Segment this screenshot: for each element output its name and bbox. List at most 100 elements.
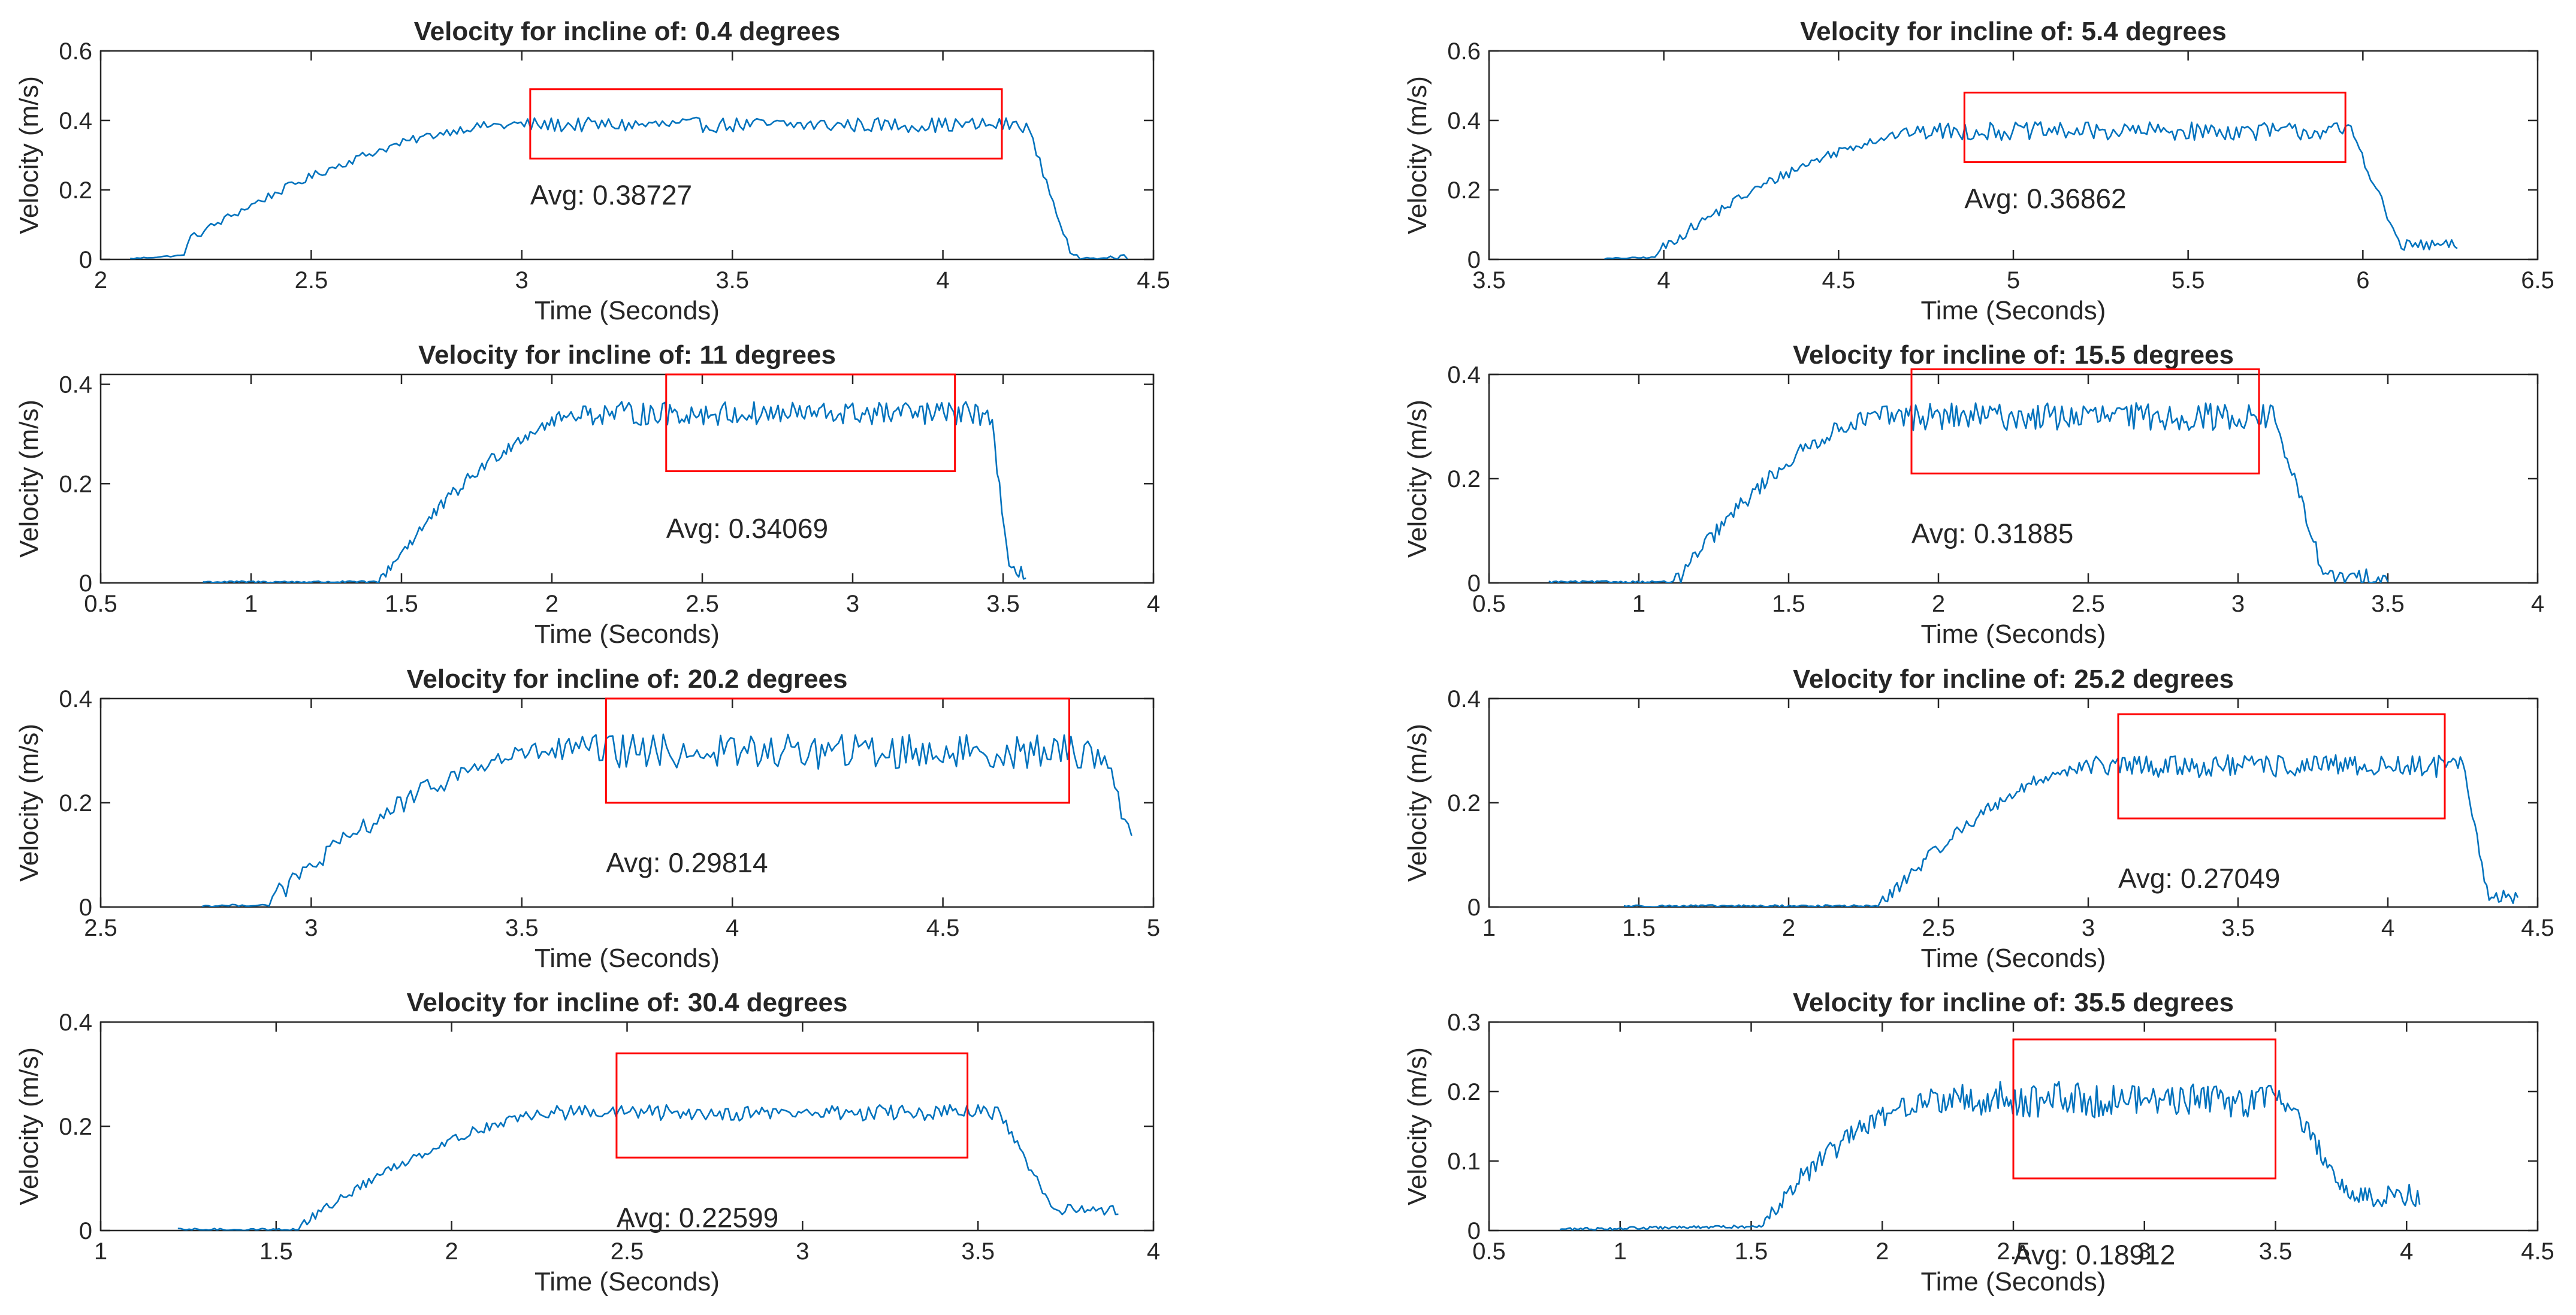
x-tick-label: 2.5 [611, 1238, 644, 1265]
y-tick-label: 0.4 [1447, 108, 1481, 134]
x-tick-label: 1 [244, 591, 258, 617]
subplot-3: Velocity for incline of: 11 degrees 0.5 1 1… [14, 340, 1160, 649]
x-tick-label: 6 [2356, 267, 2369, 294]
x-tick-label: 1.5 [1622, 915, 1656, 941]
subplot-8: Velocity for incline of: 35.5 degrees 0.5… [1403, 988, 2554, 1296]
axes-frame [1488, 373, 2539, 584]
x-tick-label: 4 [2531, 591, 2544, 617]
x-tick-label: 4 [1657, 267, 1671, 294]
average-annotation: Avg: 0.18912 [2013, 1240, 2175, 1271]
x-tick-label: 4 [936, 267, 949, 294]
y-tick-label: 0.4 [59, 686, 92, 712]
x-tick-label: 3.5 [961, 1238, 995, 1265]
velocity-series-line [1548, 402, 2389, 583]
velocity-series-line [129, 116, 1128, 259]
y-tick-label: 0.2 [59, 790, 92, 817]
y-tick-label: 0 [79, 894, 92, 921]
x-tick-label: 3 [846, 591, 859, 617]
y-tick-label: 0 [1467, 1218, 1481, 1244]
y-axis-label: Velocity (m/s) [1403, 1047, 1432, 1205]
x-axis-label: Time (Seconds) [534, 296, 720, 325]
velocity-series-line [201, 733, 1133, 907]
x-tick-label: 1.5 [1772, 591, 1805, 617]
y-tick-label: 0 [1467, 570, 1481, 597]
subplot-title: Velocity for incline of: 15.5 degrees [1793, 340, 2234, 370]
y-axis-label: Velocity (m/s) [14, 400, 44, 558]
x-tick-label: 3 [2231, 591, 2245, 617]
y-tick-label: 0.2 [59, 177, 92, 204]
x-tick-label: 2.5 [295, 267, 328, 294]
average-annotation: Avg: 0.31885 [1911, 518, 2073, 549]
x-tick-label: 4 [2381, 915, 2394, 941]
x-tick-label: 4.5 [1822, 267, 1856, 294]
x-tick-label: 4 [1147, 591, 1160, 617]
x-tick-label: 1 [1632, 591, 1645, 617]
y-tick-label: 0.4 [1447, 362, 1481, 388]
subplot-4: Velocity for incline of: 15.5 degrees 0.5… [1403, 340, 2544, 649]
y-tick-label: 0.2 [59, 471, 92, 497]
x-tick-label: 1 [94, 1238, 107, 1265]
x-axis-label: Time (Seconds) [534, 944, 720, 973]
y-tick-label: 0.4 [59, 372, 92, 398]
subplot-title: Velocity for incline of: 5.4 degrees [1800, 17, 2227, 46]
y-tick-label: 0 [1467, 894, 1481, 921]
y-tick-label: 0.4 [1447, 686, 1481, 712]
average-region-box [1910, 368, 2260, 474]
y-tick-label: 0.2 [1447, 177, 1481, 204]
x-axis-label: Time (Seconds) [1921, 619, 2106, 649]
velocity-series-line [177, 1104, 1119, 1231]
subplot-title: Velocity for incline of: 11 degrees [418, 340, 836, 370]
x-tick-label: 3.5 [2371, 591, 2405, 617]
subplot-title: Velocity for incline of: 35.5 degrees [1793, 988, 2234, 1017]
x-tick-label: 0.5 [1472, 1238, 1506, 1265]
average-region-box [605, 697, 1070, 804]
y-tick-label: 0.6 [1447, 38, 1481, 65]
x-axis-label: Time (Seconds) [1921, 944, 2106, 973]
x-tick-label: 2 [1876, 1238, 1889, 1265]
x-tick-label: 3 [2138, 1238, 2151, 1265]
x-tick-label: 2.5 [685, 591, 719, 617]
x-tick-label: 3 [2082, 915, 2095, 941]
y-tick-label: 0.2 [59, 1114, 92, 1140]
y-tick-label: 0.3 [1447, 1009, 1481, 1036]
velocity-series-line [1623, 754, 2519, 907]
subplot-6: Velocity for incline of: 25.2 degrees 1 1.… [1403, 664, 2554, 973]
x-tick-label: 5 [2007, 267, 2020, 294]
x-tick-label: 5.5 [2172, 267, 2205, 294]
average-annotation: Avg: 0.34069 [666, 513, 828, 544]
average-region-box [615, 1052, 969, 1159]
subplot-title: Velocity for incline of: 30.4 degrees [406, 988, 847, 1017]
x-tick-label: 2.5 [84, 915, 117, 941]
subplot-5: Velocity for incline of: 20.2 degrees 2.5… [14, 664, 1160, 973]
x-tick-label: 4 [1147, 1238, 1160, 1265]
y-tick-label: 0.2 [1447, 790, 1481, 817]
axes-frame [99, 1021, 1155, 1232]
x-tick-label: 1.5 [1735, 1238, 1768, 1265]
x-tick-label: 2 [94, 267, 107, 294]
velocity-series-line [1604, 121, 2458, 259]
y-tick-label: 0 [79, 570, 92, 597]
y-axis-label: Velocity (m/s) [1403, 76, 1432, 234]
x-tick-label: 3 [796, 1238, 809, 1265]
x-tick-label: 5 [1147, 915, 1160, 941]
average-annotation: Avg: 0.22599 [617, 1202, 778, 1233]
y-tick-label: 0.2 [1447, 1079, 1481, 1105]
x-tick-label: 4.5 [926, 915, 960, 941]
x-tick-label: 2 [1932, 591, 1945, 617]
average-annotation: Avg: 0.29814 [606, 847, 768, 878]
x-tick-label: 4.5 [1137, 267, 1170, 294]
x-tick-label: 3.5 [715, 267, 749, 294]
x-tick-label: 1 [1614, 1238, 1627, 1265]
velocity-series-line [203, 401, 1026, 583]
average-annotation: Avg: 0.27049 [2118, 863, 2280, 894]
x-tick-label: 1.5 [385, 591, 418, 617]
axes-frame [1488, 697, 2539, 908]
subplot-title: Velocity for incline of: 20.2 degrees [406, 664, 847, 694]
x-tick-label: 3.5 [1472, 267, 1506, 294]
y-axis-label: Velocity (m/s) [1403, 400, 1432, 558]
x-tick-label: 2.5 [1997, 1238, 2030, 1265]
subplot-7: Velocity for incline of: 30.4 degrees 1 1.… [14, 988, 1160, 1296]
x-tick-label: 2.5 [2071, 591, 2105, 617]
y-tick-label: 0 [79, 1218, 92, 1244]
